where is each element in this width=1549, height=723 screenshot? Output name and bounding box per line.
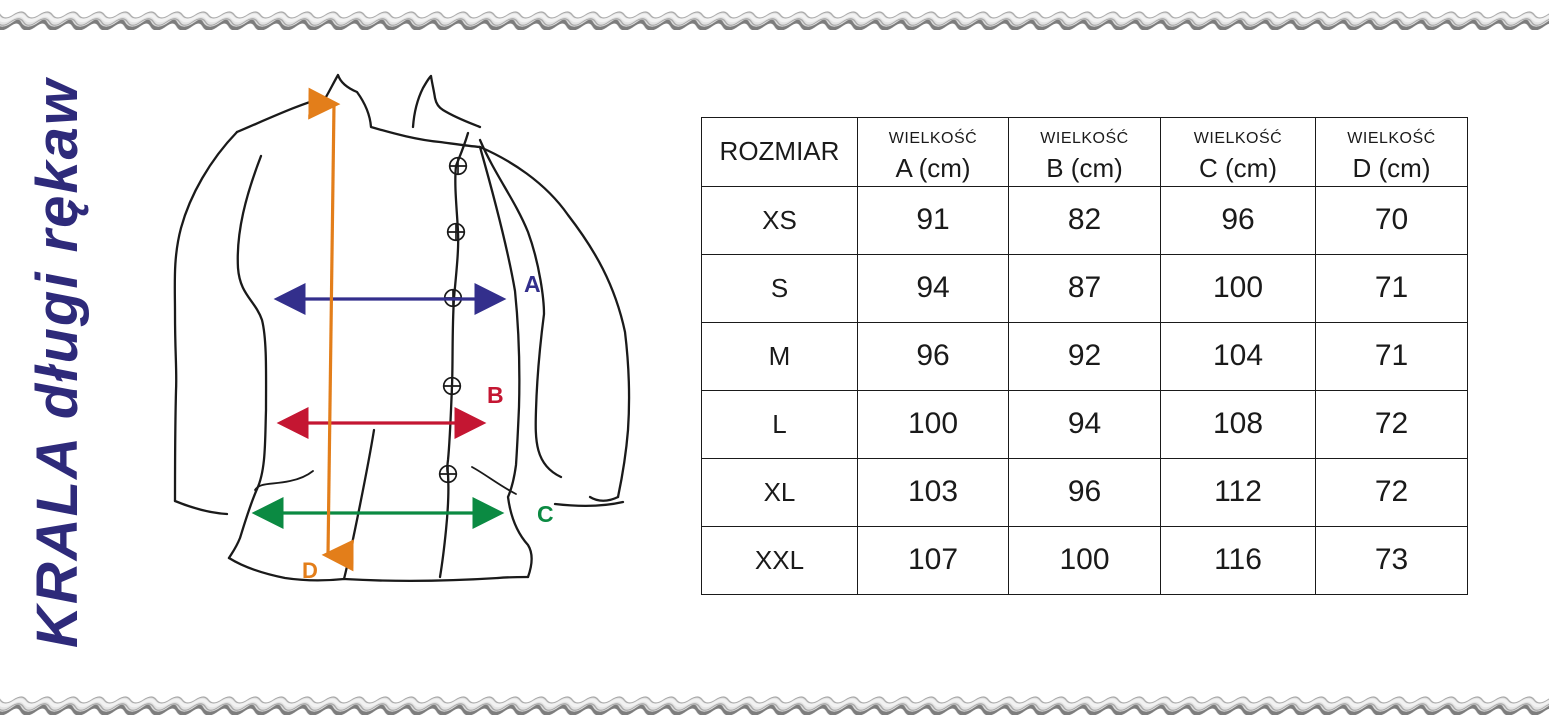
svg-text:A: A [524, 271, 541, 297]
svg-text:D: D [302, 558, 318, 583]
svg-text:C: C [537, 501, 554, 527]
svg-text:B: B [487, 382, 504, 408]
